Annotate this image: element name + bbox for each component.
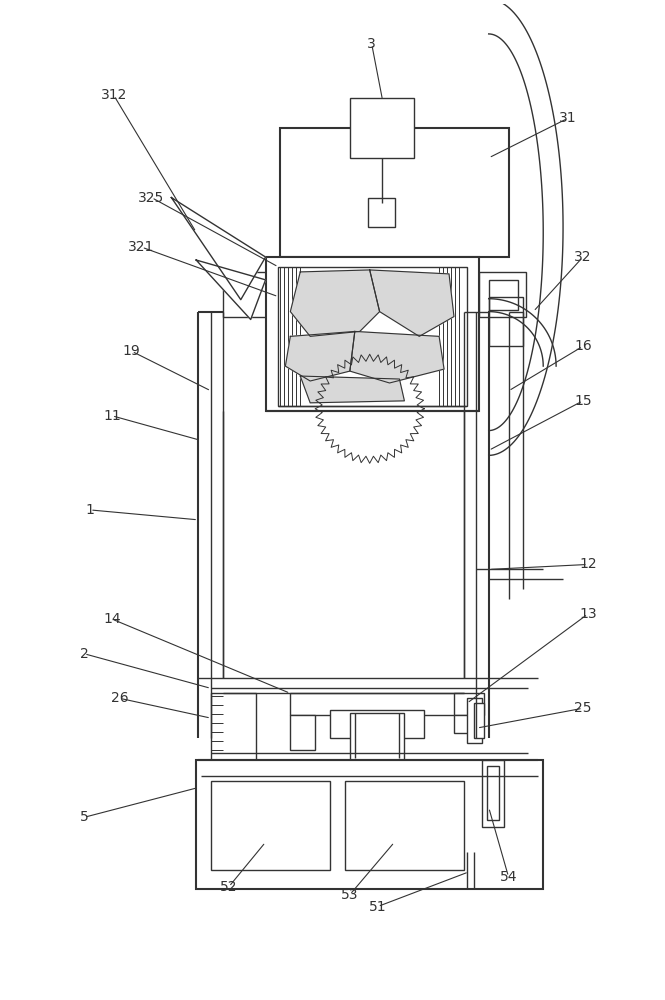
Text: 32: 32 [574,250,592,264]
Bar [489,280,519,310]
Text: 2: 2 [80,647,88,661]
Text: 51: 51 [369,900,386,914]
Bar [454,693,483,715]
Polygon shape [301,376,404,403]
Text: 15: 15 [574,394,592,408]
Bar [368,198,396,227]
Polygon shape [285,331,355,381]
Bar [481,760,503,827]
Text: 31: 31 [559,111,577,125]
Text: 3: 3 [367,37,376,51]
Text: 325: 325 [138,191,165,205]
Polygon shape [291,270,380,336]
Bar [279,267,467,406]
Bar [196,760,543,889]
Polygon shape [172,198,265,300]
Bar [330,710,424,738]
Text: 52: 52 [220,880,237,894]
Text: 19: 19 [123,344,140,358]
Text: 1: 1 [86,503,94,517]
Polygon shape [196,260,265,320]
Text: 312: 312 [100,88,127,102]
Text: 53: 53 [341,888,358,902]
Text: 321: 321 [128,240,155,254]
Bar [489,297,523,346]
Text: 25: 25 [574,701,592,715]
Text: 11: 11 [103,409,121,423]
Bar [281,128,509,257]
Bar [211,693,255,763]
Text: 14: 14 [103,612,120,626]
Bar [223,272,281,317]
Text: 5: 5 [80,810,88,824]
Bar [291,715,315,750]
Bar [350,98,414,158]
Polygon shape [370,270,454,336]
Bar [345,781,464,870]
Text: 12: 12 [579,557,597,571]
Bar [350,713,404,763]
Bar [487,766,499,820]
Text: 54: 54 [500,870,517,884]
Bar [479,272,527,317]
Bar [291,693,464,715]
Bar [473,703,483,738]
Text: 13: 13 [579,607,597,621]
Bar [467,698,481,743]
Polygon shape [350,331,444,383]
Bar [211,781,330,870]
Bar [454,715,475,733]
Bar [265,257,479,411]
Text: 16: 16 [574,339,592,353]
Text: 26: 26 [111,691,128,705]
